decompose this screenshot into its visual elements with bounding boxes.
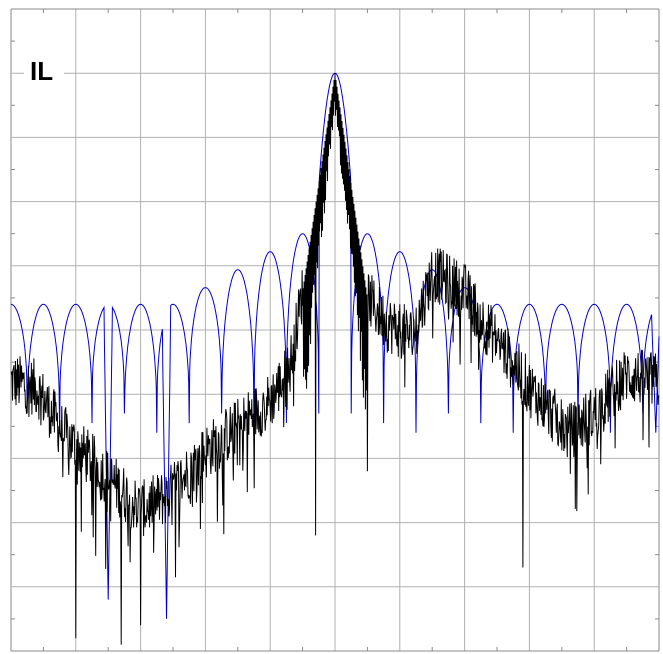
series-line-black	[10, 73, 660, 645]
axis-ticks	[11, 9, 659, 651]
chart-title-background	[24, 54, 64, 84]
chart-title: IL	[30, 56, 53, 86]
chart-grid	[10, 8, 660, 652]
